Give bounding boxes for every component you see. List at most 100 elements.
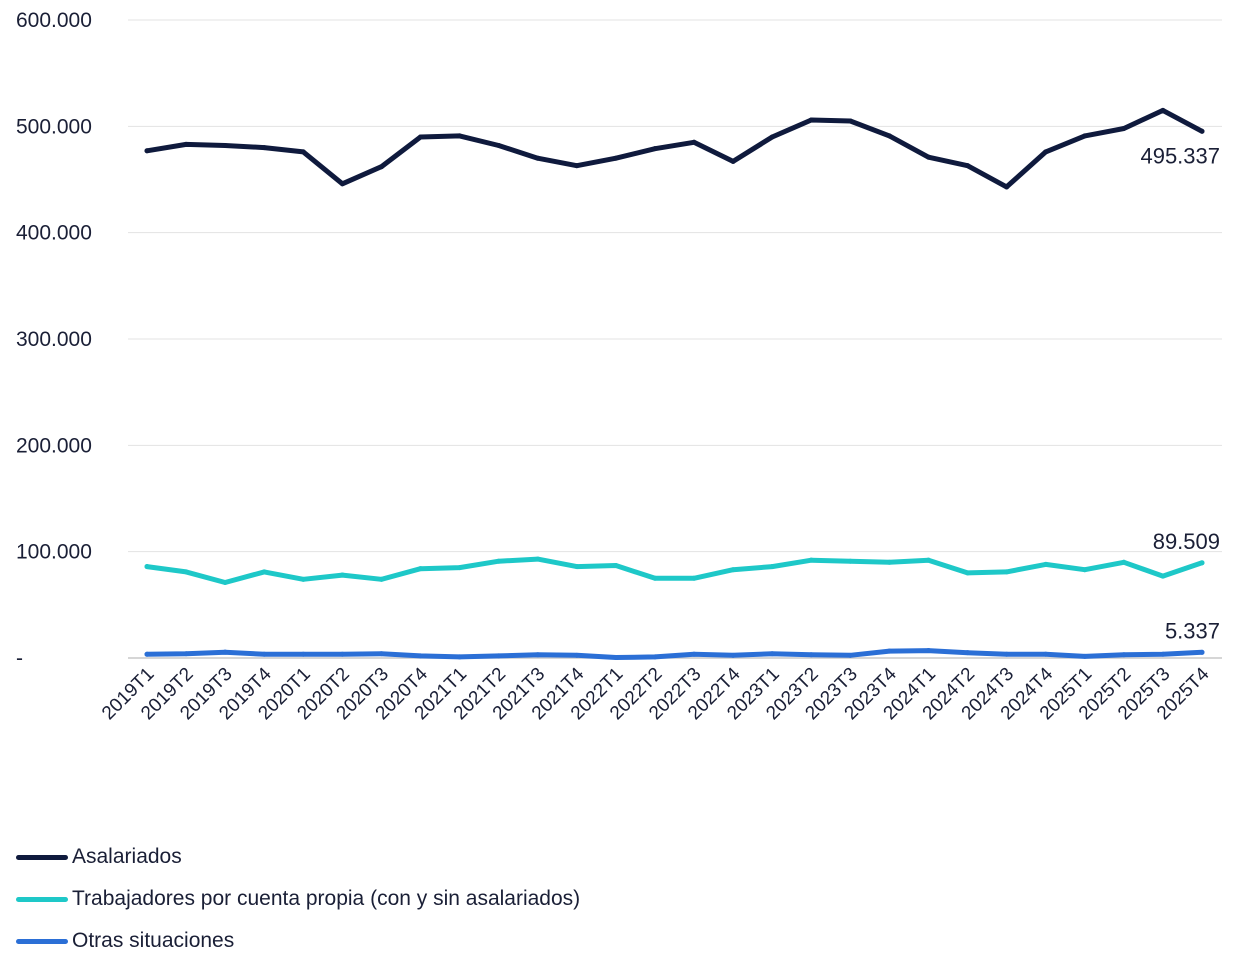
y-tick-label: - xyxy=(16,647,23,670)
data-point-otras xyxy=(847,652,853,658)
data-point-asalariados xyxy=(339,181,345,187)
data-point-cuenta-propia xyxy=(691,575,697,581)
data-point-otras xyxy=(1160,651,1166,657)
data-point-otras xyxy=(300,651,306,657)
data-point-cuenta-propia xyxy=(925,557,931,563)
data-point-otras xyxy=(222,649,228,655)
y-tick-label: 600.000 xyxy=(16,9,92,32)
line-chart: - 100.000 200.000 300.000 400.000 500.000 600.… xyxy=(16,9,1222,724)
data-point-cuenta-propia xyxy=(535,556,541,562)
data-point-asalariados xyxy=(730,158,736,164)
data-point-asalariados xyxy=(418,134,424,140)
data-point-asalariados xyxy=(457,133,463,139)
data-point-cuenta-propia xyxy=(261,569,267,575)
data-point-asalariados xyxy=(574,163,580,169)
data-point-asalariados xyxy=(925,154,931,160)
data-point-otras xyxy=(574,652,580,658)
series-line-otras xyxy=(144,648,1205,660)
data-point-asalariados xyxy=(535,155,541,161)
data-point-otras xyxy=(613,654,619,660)
data-point-otras xyxy=(535,652,541,658)
series-line-asalariados xyxy=(144,107,1205,190)
data-point-cuenta-propia xyxy=(886,559,892,565)
data-point-otras xyxy=(144,651,150,657)
data-point-cuenta-propia xyxy=(418,566,424,572)
data-point-otras xyxy=(339,651,345,657)
data-point-asalariados xyxy=(965,163,971,169)
data-point-otras xyxy=(378,651,384,657)
data-point-asalariados xyxy=(652,146,658,152)
legend-label-cuenta-propia: Trabajadores por cuenta propia (con y si… xyxy=(72,887,581,910)
end-value-label-cuenta-propia: 89.509 xyxy=(1153,529,1220,554)
data-point-asalariados xyxy=(144,148,150,154)
data-point-otras xyxy=(652,654,658,660)
data-point-asalariados xyxy=(691,139,697,145)
data-point-cuenta-propia xyxy=(965,570,971,576)
legend-swatch-otras xyxy=(16,938,68,944)
data-point-cuenta-propia xyxy=(1199,560,1205,566)
data-point-asalariados xyxy=(261,145,267,151)
y-tick-label: 300.000 xyxy=(16,328,92,351)
legend-item-otras: Otras situaciones xyxy=(16,920,580,962)
data-point-otras xyxy=(965,650,971,656)
data-point-cuenta-propia xyxy=(1160,573,1166,579)
data-point-cuenta-propia xyxy=(730,567,736,573)
data-point-otras xyxy=(457,654,463,660)
data-point-asalariados xyxy=(1121,125,1127,131)
data-point-cuenta-propia xyxy=(496,558,502,564)
data-point-otras xyxy=(769,651,775,657)
data-point-asalariados xyxy=(808,117,814,123)
data-point-asalariados xyxy=(1160,107,1166,113)
data-point-otras xyxy=(418,653,424,659)
data-point-asalariados xyxy=(1082,133,1088,139)
data-point-cuenta-propia xyxy=(339,572,345,578)
data-point-asalariados xyxy=(886,133,892,139)
data-point-otras xyxy=(808,652,814,658)
end-value-label-otras: 5.337 xyxy=(1165,618,1220,643)
data-point-asalariados xyxy=(847,118,853,124)
end-value-label-asalariados: 495.337 xyxy=(1140,143,1220,168)
data-point-otras xyxy=(1121,652,1127,658)
data-point-cuenta-propia xyxy=(613,562,619,568)
data-point-asalariados xyxy=(496,142,502,148)
y-tick-label: 200.000 xyxy=(16,434,92,457)
data-point-otras xyxy=(1004,651,1010,657)
legend-label-otras: Otras situaciones xyxy=(72,929,235,952)
data-point-asalariados xyxy=(1043,149,1049,155)
data-point-cuenta-propia xyxy=(1121,559,1127,565)
data-point-cuenta-propia xyxy=(847,558,853,564)
data-point-cuenta-propia xyxy=(183,569,189,575)
data-point-cuenta-propia xyxy=(769,564,775,570)
data-point-asalariados xyxy=(769,134,775,140)
data-point-cuenta-propia xyxy=(1004,569,1010,575)
data-point-asalariados xyxy=(613,155,619,161)
data-point-asalariados xyxy=(1199,128,1205,134)
y-tick-label: 400.000 xyxy=(16,222,92,245)
data-point-cuenta-propia xyxy=(652,575,658,581)
legend: Asalariados Trabajadores por cuenta prop… xyxy=(16,836,580,962)
data-point-otras xyxy=(1199,649,1205,655)
data-point-otras xyxy=(730,652,736,658)
data-point-asalariados xyxy=(378,164,384,170)
data-point-otras xyxy=(496,653,502,659)
data-point-cuenta-propia xyxy=(808,557,814,563)
data-point-otras xyxy=(183,651,189,657)
data-point-otras xyxy=(925,648,931,654)
series-line-cuenta-propia xyxy=(144,556,1205,585)
data-point-cuenta-propia xyxy=(378,576,384,582)
data-point-asalariados xyxy=(183,141,189,147)
data-point-asalariados xyxy=(1004,184,1010,190)
data-point-cuenta-propia xyxy=(144,564,150,570)
data-point-otras xyxy=(886,648,892,654)
legend-swatch-asalariados xyxy=(16,854,68,860)
y-tick-label: 500.000 xyxy=(16,115,92,138)
legend-label-asalariados: Asalariados xyxy=(72,845,182,868)
legend-item-asalariados: Asalariados xyxy=(16,836,580,878)
data-point-cuenta-propia xyxy=(300,576,306,582)
legend-swatch-cuenta-propia xyxy=(16,896,68,902)
legend-item-cuenta-propia: Trabajadores por cuenta propia (con y si… xyxy=(16,878,580,920)
y-tick-label: 100.000 xyxy=(16,541,92,564)
data-point-asalariados xyxy=(222,142,228,148)
data-point-otras xyxy=(691,651,697,657)
